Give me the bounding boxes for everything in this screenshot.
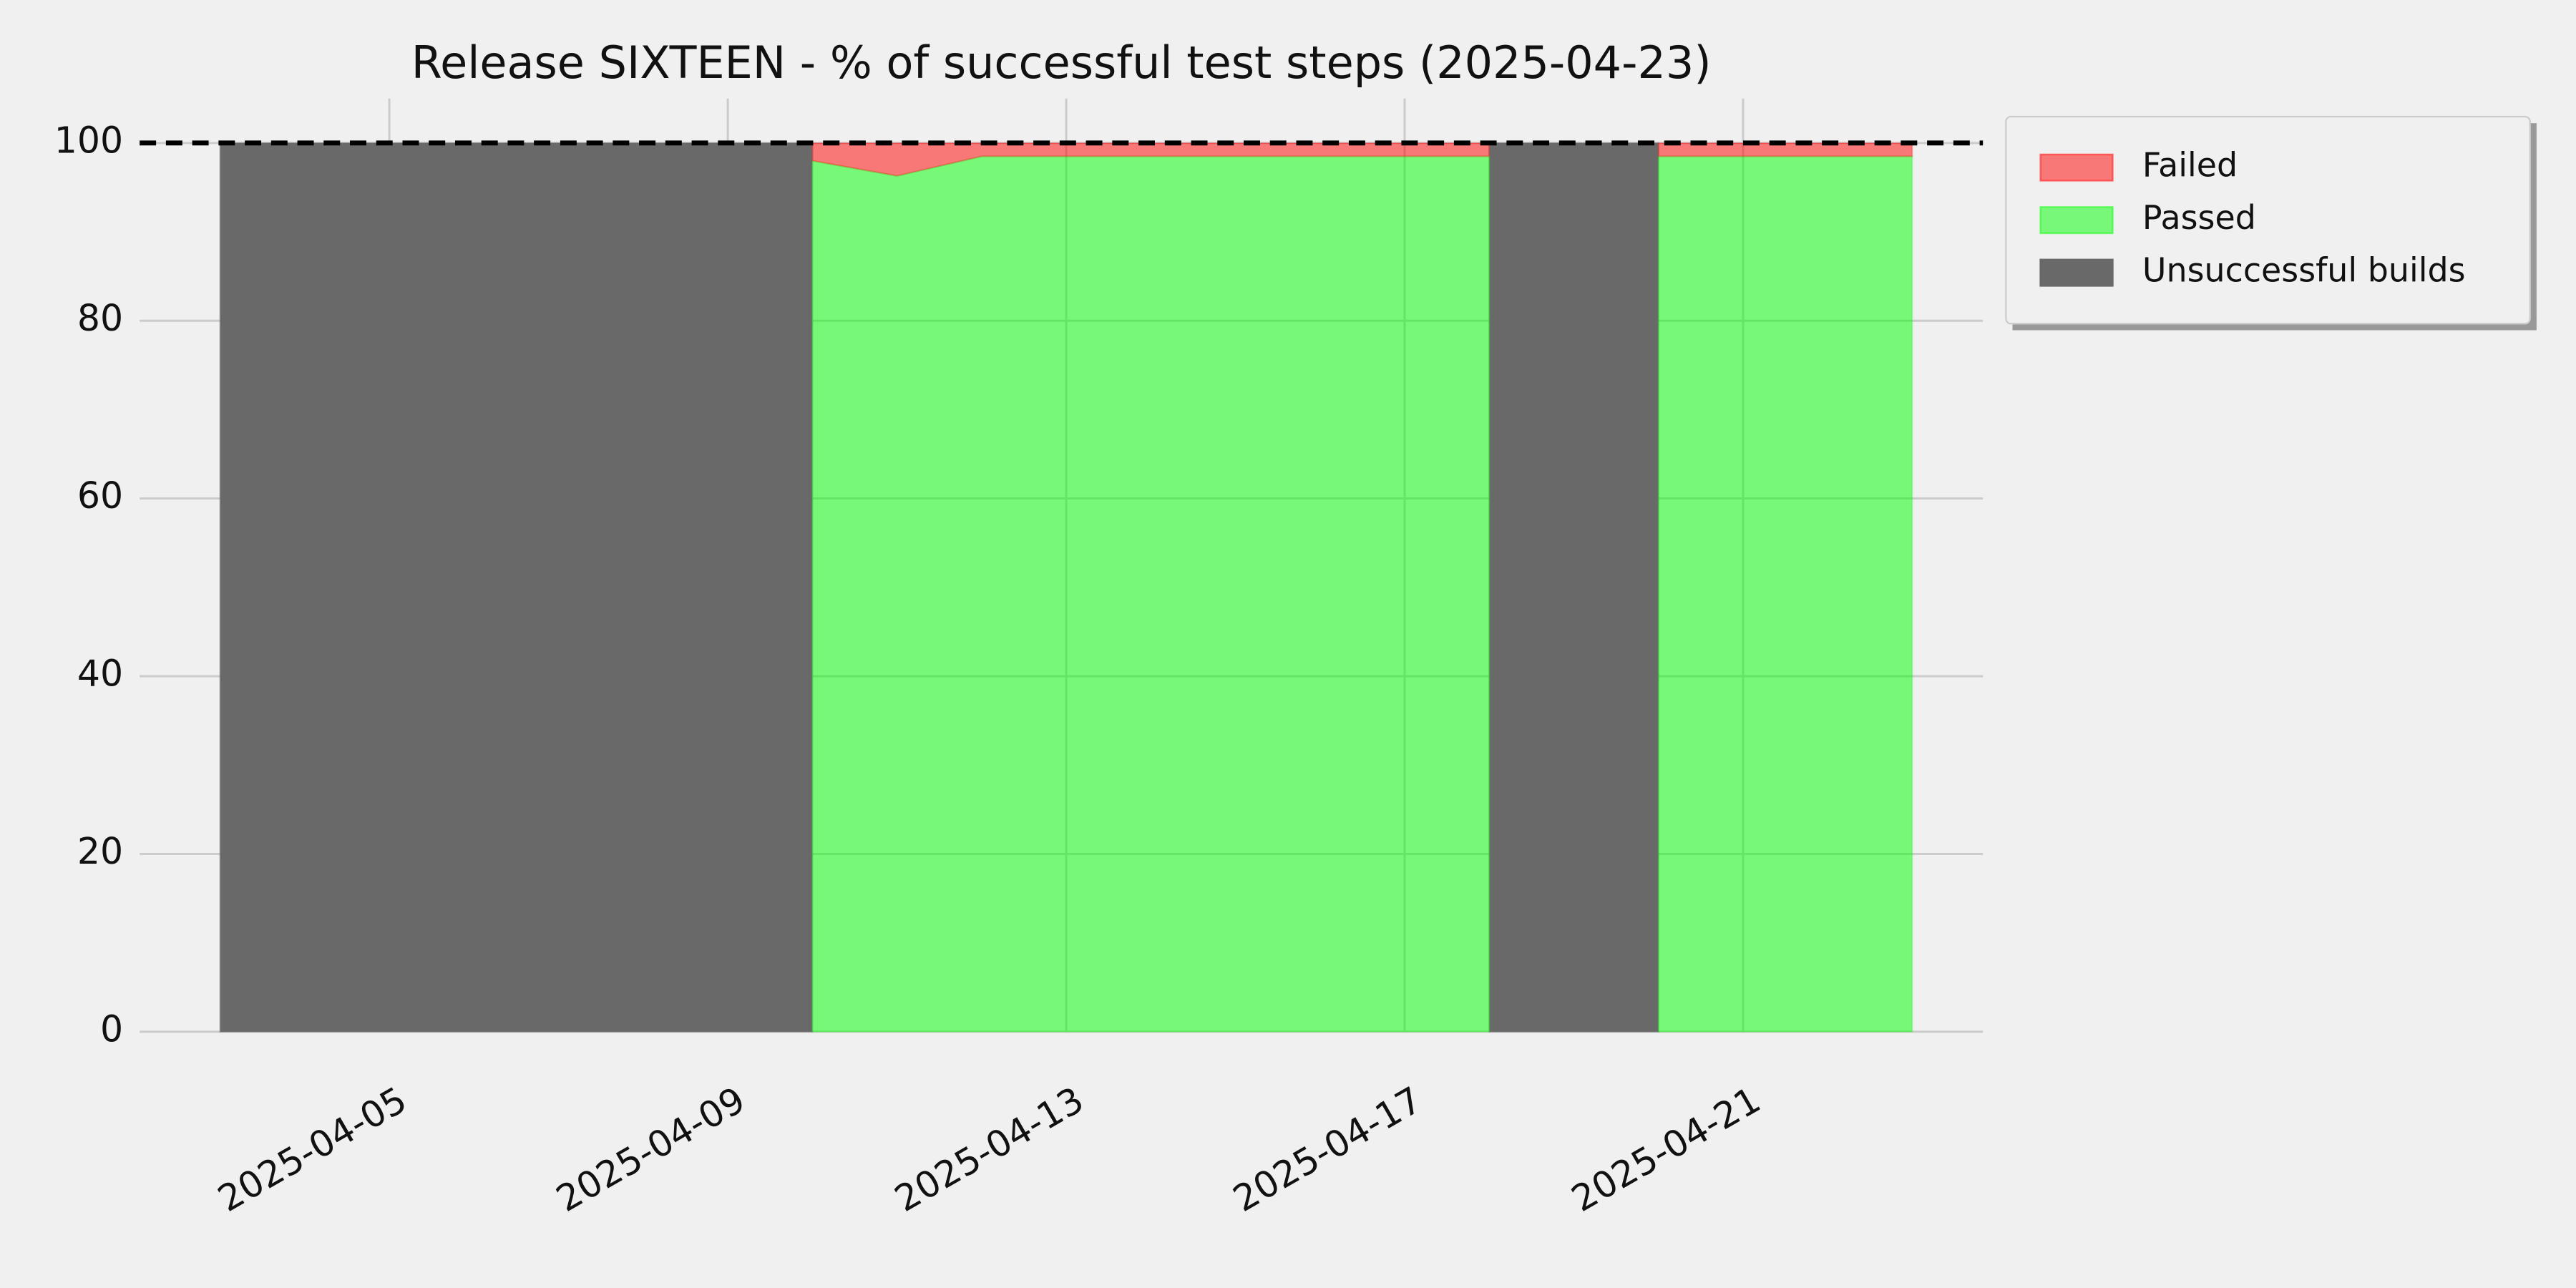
y-tick-label: 100 (54, 119, 123, 161)
y-tick-label: 80 (77, 297, 123, 339)
area (811, 155, 1913, 1033)
legend-label: Failed (2142, 146, 2238, 185)
legend-swatch (2039, 206, 2114, 235)
chart-title: Release SIXTEEN - % of successful test s… (411, 36, 1712, 89)
legend: Failed Passed Unsuccessful builds (2005, 115, 2537, 331)
legend-label: Unsuccessful builds (2142, 251, 2466, 290)
plot-area (219, 142, 1913, 1033)
y-tick-label: 60 (77, 474, 123, 517)
y-tick-label: 40 (77, 653, 123, 695)
legend-box (2005, 115, 2531, 325)
legend-swatch (2039, 258, 2114, 287)
y-tick-label: 20 (77, 830, 123, 872)
y-tick-label: 0 (100, 1008, 123, 1050)
legend-label: Passed (2142, 198, 2256, 237)
legend-swatch (2039, 153, 2114, 182)
